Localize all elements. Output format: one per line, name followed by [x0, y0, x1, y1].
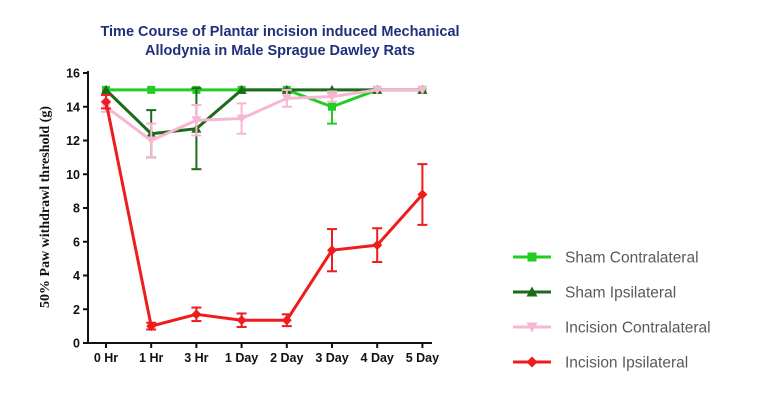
- legend-item: Incision Ipsilateral: [513, 355, 688, 372]
- legend-label: Sham Contralateral: [565, 250, 699, 267]
- series-line: [104, 88, 423, 136]
- data-point: [146, 136, 157, 146]
- data-point: [281, 94, 292, 104]
- data-point: [328, 102, 336, 111]
- legend-item: Sham Contralateral: [513, 250, 699, 267]
- series-layer: [101, 84, 428, 332]
- x-tick-label: 5 Day: [406, 351, 439, 365]
- data-point: [191, 309, 202, 320]
- data-point: [372, 85, 383, 95]
- y-axis-label: 50% Paw withdrawl threshold (g): [38, 106, 53, 308]
- y-tick-label: 0: [73, 337, 80, 351]
- data-point: [147, 85, 156, 94]
- x-tick-label: 4 Day: [361, 351, 394, 365]
- data-point: [101, 96, 111, 107]
- y-tick-label: 6: [73, 235, 80, 249]
- series-2: [101, 85, 428, 159]
- axes: 0 2 4 6 8 10 12 14 16 0 Hr 1 Hr 3 Hr 1 Day 2 Day 3 Day…: [66, 67, 439, 366]
- data-point: [372, 240, 383, 251]
- data-point: [236, 114, 247, 124]
- x-tick-label: 2 Day: [270, 351, 303, 365]
- legend-label: Incision Contralateral: [565, 320, 711, 337]
- data-point: [146, 321, 157, 332]
- series-3: [101, 93, 428, 332]
- data-point: [417, 85, 428, 95]
- y-tick-label: 14: [66, 100, 80, 114]
- data-point: [327, 245, 337, 256]
- data-point: [236, 84, 247, 94]
- legend-item: Sham Ipsilateral: [513, 285, 676, 302]
- series-line: [105, 88, 423, 142]
- data-point: [281, 315, 292, 326]
- legend: Sham Contralateral Sham Ipsilateral Incisi…: [513, 250, 711, 372]
- legend-label: Incision Ipsilateral: [565, 355, 688, 372]
- x-tick-label: 3 Day: [315, 351, 348, 365]
- legend-marker: [526, 322, 538, 333]
- legend-label: Sham Ipsilateral: [565, 285, 676, 302]
- y-tick-label: 4: [73, 269, 80, 283]
- y-tick-label: 16: [66, 67, 80, 81]
- y-tick-label: 2: [73, 303, 80, 317]
- x-tick-label: 0 Hr: [94, 351, 118, 365]
- data-point: [191, 116, 202, 126]
- x-tick-label: 1 Day: [225, 351, 258, 365]
- legend-item: Incision Contralateral: [513, 320, 711, 337]
- legend-marker: [527, 252, 537, 262]
- y-tick-label: 10: [66, 168, 80, 182]
- x-tick-label: 3 Hr: [184, 351, 208, 365]
- chart-title-line-2: Allodynia in Male Sprague Dawley Rats: [145, 43, 415, 59]
- y-tick-label: 12: [66, 134, 80, 148]
- data-point: [236, 315, 247, 326]
- data-point: [417, 189, 428, 200]
- legend-marker: [526, 286, 538, 297]
- x-tick-label: 1 Hr: [139, 351, 163, 365]
- series-line: [104, 101, 424, 328]
- data-point: [327, 92, 337, 102]
- legend-marker: [526, 356, 538, 368]
- chart-title-line-1: Time Course of Plantar incision induced …: [100, 24, 459, 40]
- data-point: [101, 84, 111, 94]
- y-tick-label: 8: [73, 202, 80, 216]
